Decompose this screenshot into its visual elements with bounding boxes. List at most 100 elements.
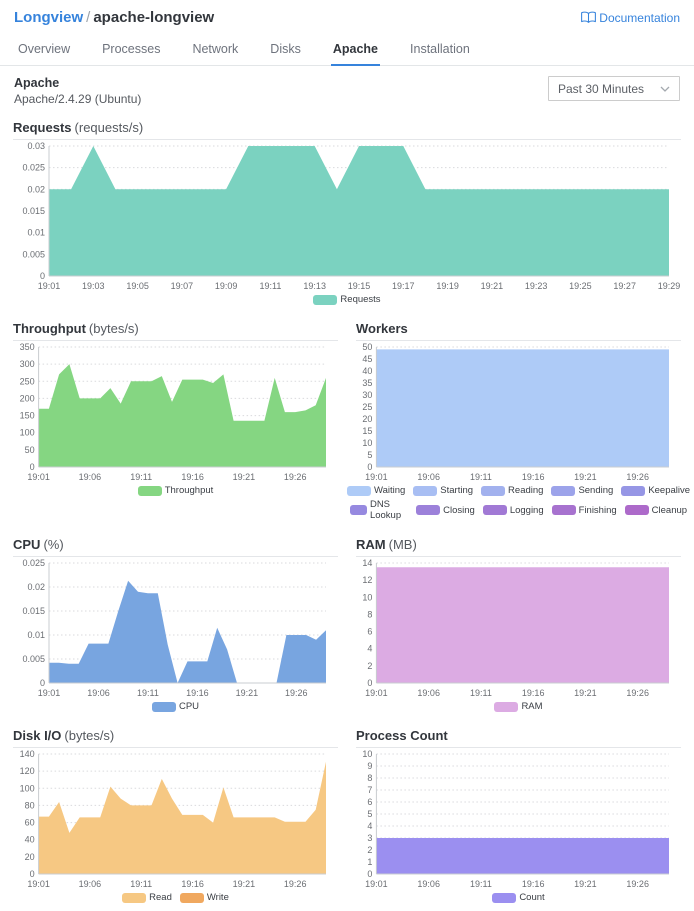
legend-row: Count	[492, 892, 545, 903]
tab-apache[interactable]: Apache	[330, 34, 381, 66]
chart-workers-title: Workers	[356, 321, 681, 341]
svg-text:19:17: 19:17	[392, 281, 415, 291]
tab-disks[interactable]: Disks	[270, 42, 301, 56]
svg-text:19:01: 19:01	[365, 472, 388, 482]
legend-label: Closing	[443, 504, 475, 516]
svg-text:19:01: 19:01	[27, 879, 50, 889]
svg-text:19:27: 19:27	[613, 281, 636, 291]
chart-ram: RAM (MB) 0 2 4 6 8 10 12 14 19:01 19:06 19:11 19:16 1…	[356, 537, 681, 712]
legend-item-throughput: Throughput	[137, 485, 213, 496]
svg-text:20: 20	[362, 414, 372, 424]
legend-item-finishing: Finishing	[551, 505, 617, 516]
svg-text:19:11: 19:11	[470, 472, 492, 482]
svg-text:19:21: 19:21	[236, 688, 259, 698]
svg-text:19:26: 19:26	[284, 472, 307, 482]
svg-text:19:26: 19:26	[626, 472, 649, 482]
legend-swatch	[413, 485, 438, 496]
svg-text:150: 150	[20, 411, 35, 421]
svg-text:19:01: 19:01	[365, 879, 388, 889]
legend-item-sending: Sending	[551, 485, 613, 496]
legend-swatch	[179, 892, 204, 903]
legend-label: Count	[519, 892, 545, 903]
legend-row: DNS Lookup Closing Logging Finishing Cleanup	[349, 499, 688, 521]
svg-text:0: 0	[30, 462, 35, 472]
svg-text:19:21: 19:21	[481, 281, 504, 291]
chart-title-text: Throughput	[13, 321, 86, 336]
svg-text:19:06: 19:06	[79, 472, 102, 482]
svg-text:19:06: 19:06	[417, 472, 440, 482]
chart-cpu-canvas: 0 0.005 0.01 0.015 0.02 0.025 19:01 19:06 19:11 1…	[13, 558, 338, 700]
legend-item-keepalive: Keepalive	[621, 485, 690, 496]
svg-text:0.01: 0.01	[27, 228, 45, 238]
svg-text:12: 12	[362, 575, 372, 585]
breadcrumb-longview-link[interactable]: Longview	[14, 9, 84, 26]
tab-overview[interactable]: Overview	[18, 42, 71, 56]
svg-text:0.005: 0.005	[22, 654, 45, 664]
svg-text:100: 100	[20, 783, 35, 793]
tab-installation[interactable]: Installation	[410, 42, 470, 56]
breadcrumb-row: Longview / apache-longview Documentation	[0, 9, 694, 26]
svg-text:60: 60	[25, 818, 35, 828]
legend-swatch	[151, 701, 176, 712]
chart-throughput: Throughput (bytes/s) 0 50 100 150 200 250 300 35…	[13, 321, 338, 521]
legend-swatch	[482, 505, 507, 515]
chart-unit-text: (bytes/s)	[88, 321, 139, 336]
chart-process-count-legend: Count	[356, 892, 681, 903]
legend-label: Waiting	[373, 485, 406, 496]
chart-cpu-legend: CPU	[13, 701, 338, 712]
svg-text:15: 15	[362, 426, 372, 436]
documentation-link[interactable]: Documentation	[581, 11, 680, 25]
legend-swatch	[313, 294, 338, 305]
chart-throughput-legend: Throughput	[13, 485, 338, 496]
svg-text:0.015: 0.015	[22, 206, 45, 216]
documentation-label: Documentation	[599, 10, 680, 25]
svg-text:350: 350	[20, 342, 35, 352]
time-range-select[interactable]: Past 30 Minutes	[548, 76, 680, 101]
svg-text:19:01: 19:01	[38, 688, 61, 698]
chart-title-text: CPU	[13, 537, 41, 552]
svg-text:19:06: 19:06	[79, 879, 102, 889]
svg-text:25: 25	[362, 402, 372, 412]
legend-row: Throughput	[137, 485, 213, 496]
chart-title-text: Process Count	[356, 728, 448, 743]
legend-label: Cleanup	[651, 504, 688, 516]
legend-item-write: Write	[179, 892, 229, 903]
svg-text:19:21: 19:21	[233, 879, 256, 889]
svg-text:19:16: 19:16	[522, 472, 545, 482]
legend-swatch	[122, 892, 147, 903]
svg-text:140: 140	[20, 749, 35, 759]
legend-swatch	[416, 505, 441, 515]
svg-text:2: 2	[367, 845, 372, 855]
svg-text:19:06: 19:06	[417, 688, 440, 698]
svg-text:19:26: 19:26	[626, 688, 649, 698]
legend-label: Read	[149, 892, 172, 903]
chart-disk-io: Disk I/O (bytes/s) 0 20 40 60 80 100 120 140 19:0…	[13, 728, 338, 903]
svg-text:19:16: 19:16	[522, 879, 545, 889]
svg-text:19:11: 19:11	[130, 472, 152, 482]
svg-text:19:25: 19:25	[569, 281, 592, 291]
tab-processes[interactable]: Processes	[102, 42, 161, 56]
svg-text:6: 6	[367, 797, 372, 807]
legend-row: CPU	[151, 701, 199, 712]
svg-text:5: 5	[367, 450, 372, 460]
svg-text:0.025: 0.025	[22, 558, 45, 568]
tab-network[interactable]: Network	[192, 42, 239, 56]
svg-text:0: 0	[367, 462, 372, 472]
svg-text:19:11: 19:11	[137, 688, 159, 698]
svg-text:0.01: 0.01	[27, 630, 45, 640]
svg-text:0.03: 0.03	[27, 141, 45, 151]
legend-label: DNS Lookup	[369, 499, 402, 521]
svg-text:10: 10	[362, 438, 372, 448]
svg-text:3: 3	[367, 833, 372, 843]
tab-bar: Overview Processes Network Disks Apache Insta…	[0, 34, 694, 66]
svg-text:0.025: 0.025	[22, 163, 45, 173]
legend-item-read: Read	[122, 892, 172, 903]
svg-text:0.005: 0.005	[22, 249, 45, 259]
chart-unit-text: (MB)	[388, 537, 417, 552]
legend-item-logging: Logging	[482, 505, 544, 516]
panel-heading: Apache Apache/2.4.29 (Ubuntu) Past 30 Mi…	[0, 66, 694, 106]
svg-text:4: 4	[367, 644, 372, 654]
svg-text:0: 0	[30, 869, 35, 879]
chart-process-count: Process Count 0 1 2 3 4 5 6 7 8 9 10 19:01 19:06 19:1…	[356, 728, 681, 903]
svg-text:19:06: 19:06	[417, 879, 440, 889]
